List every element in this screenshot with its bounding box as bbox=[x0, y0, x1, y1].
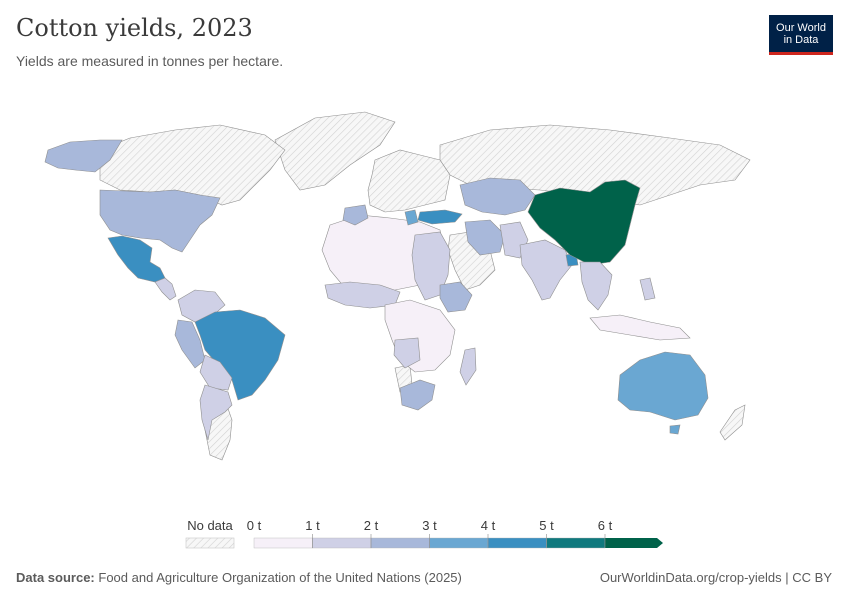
legend-tick-label-1: 1 t bbox=[305, 518, 320, 533]
legend-tick-label-0: 0 t bbox=[247, 518, 262, 533]
tasmania-country[interactable] bbox=[669, 424, 681, 435]
legend-bin-0[interactable] bbox=[253, 537, 313, 549]
australia-country[interactable] bbox=[617, 351, 709, 421]
greece-country[interactable] bbox=[404, 209, 419, 226]
southeast-asia-region[interactable] bbox=[579, 261, 613, 311]
central-africa-region[interactable] bbox=[384, 299, 456, 373]
legend-bin-5[interactable] bbox=[546, 537, 606, 549]
spain-country[interactable] bbox=[342, 204, 369, 226]
europe-region[interactable] bbox=[367, 149, 451, 213]
legend-tick-label-5: 5 t bbox=[539, 518, 554, 533]
iran-country[interactable] bbox=[464, 219, 506, 256]
legend-tick-label-4: 4 t bbox=[481, 518, 496, 533]
madagascar-country[interactable] bbox=[459, 347, 477, 386]
bolivia-paraguay-region[interactable] bbox=[199, 354, 233, 391]
world-map bbox=[44, 111, 751, 461]
footer-url[interactable]: OurWorldinData.org/crop-yields | CC BY bbox=[599, 570, 832, 585]
usa-country[interactable] bbox=[99, 189, 221, 253]
legend: No data 0 t 1 t 2 t 3 t 4 t 5 t 6 t bbox=[185, 518, 663, 549]
philippines-region[interactable] bbox=[639, 277, 656, 301]
chart-subtitle: Yields are measured in tonnes per hectar… bbox=[16, 53, 284, 69]
legend-bin-6[interactable] bbox=[605, 538, 663, 548]
legend-no-data-swatch[interactable] bbox=[185, 537, 235, 549]
chart-title: Cotton yields, 2023 bbox=[16, 14, 253, 42]
central-america-region[interactable] bbox=[154, 277, 177, 301]
alaska-country[interactable] bbox=[44, 139, 123, 173]
legend-bin-1[interactable] bbox=[312, 537, 372, 549]
turkey-country[interactable] bbox=[417, 209, 463, 225]
greenland-country[interactable] bbox=[274, 111, 396, 191]
peru-country[interactable] bbox=[174, 319, 206, 369]
brazil-country[interactable] bbox=[194, 309, 286, 401]
logo-line-1: Our World bbox=[776, 21, 826, 34]
ethiopia-country[interactable] bbox=[439, 281, 473, 313]
legend-tick-label-3: 3 t bbox=[422, 518, 437, 533]
legend-no-data-label: No data bbox=[187, 518, 233, 533]
legend-tick-label-6: 6 t bbox=[598, 518, 613, 533]
indonesia-region[interactable] bbox=[589, 314, 691, 341]
china-country[interactable] bbox=[527, 179, 641, 266]
source-label: Data source: bbox=[16, 570, 95, 585]
south-africa-country[interactable] bbox=[399, 379, 436, 411]
new-zealand-country[interactable] bbox=[719, 404, 746, 441]
owid-logo[interactable]: Our World in Data bbox=[769, 15, 833, 55]
legend-tick-label-2: 2 t bbox=[364, 518, 379, 533]
india-country[interactable] bbox=[519, 239, 573, 301]
logo-line-2: in Data bbox=[783, 33, 819, 46]
angola-zambia-region[interactable] bbox=[393, 337, 421, 369]
canada-country[interactable] bbox=[99, 124, 286, 206]
central-asia-region[interactable] bbox=[459, 177, 536, 216]
data-source: Data source: Food and Agriculture Organi… bbox=[16, 570, 462, 585]
mexico-country[interactable] bbox=[107, 235, 166, 283]
legend-bin-4[interactable] bbox=[487, 537, 547, 549]
argentina-country[interactable] bbox=[199, 384, 233, 441]
legend-bin-2[interactable] bbox=[370, 537, 430, 549]
legend-bin-3[interactable] bbox=[429, 537, 489, 549]
source-text[interactable]: Food and Agriculture Organization of the… bbox=[98, 570, 462, 585]
